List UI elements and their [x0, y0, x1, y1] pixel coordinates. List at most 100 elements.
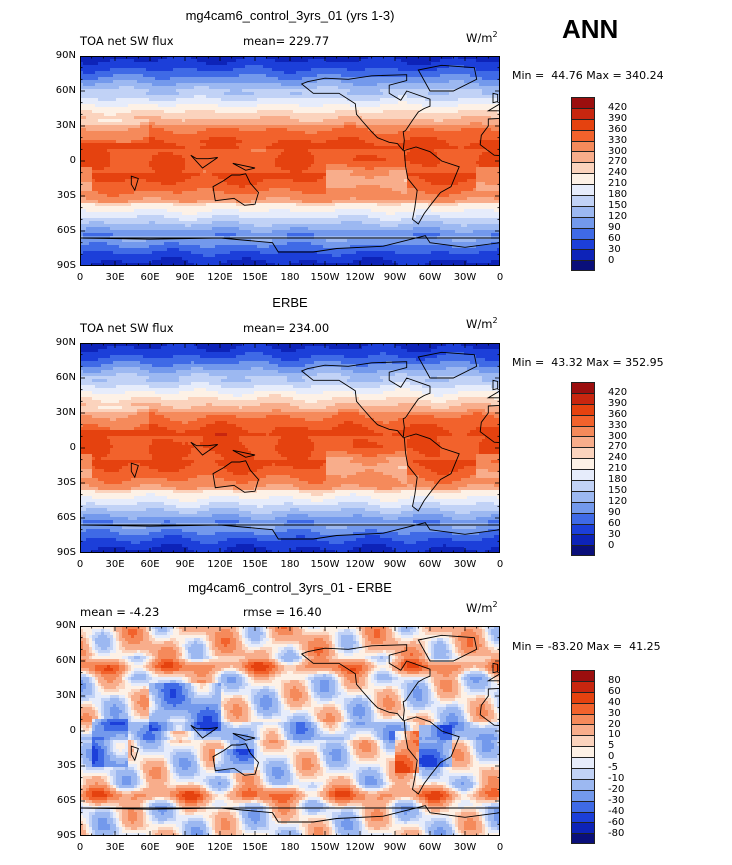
colorbar-label: 30 — [608, 244, 621, 255]
y-tick-label: 30N — [56, 691, 76, 701]
colorbar-swatch — [571, 414, 595, 426]
coastline — [212, 460, 260, 493]
coastline — [479, 117, 500, 157]
colorbar — [571, 97, 595, 272]
y-tick-label: 90N — [56, 338, 76, 348]
colorbar-label: -5 — [608, 763, 618, 773]
x-tick-label: 30E — [105, 560, 124, 570]
x-tick-label: 90E — [175, 843, 194, 853]
season-label: ANN — [562, 14, 618, 45]
y-tick-label: 90N — [56, 51, 76, 61]
colorbar-swatch — [571, 789, 595, 801]
y-tick-label: 60N — [56, 373, 76, 383]
colorbar-label: 390 — [608, 113, 627, 124]
colorbar-swatch — [571, 162, 595, 174]
colorbar-swatch — [571, 702, 595, 714]
x-tick-label: 30W — [454, 843, 477, 853]
colorbar-label: 390 — [608, 398, 627, 409]
x-tick-label: 150W — [311, 843, 340, 853]
colorbar-swatch — [571, 768, 595, 779]
x-tick-label: 60W — [419, 273, 442, 283]
x-tick-label: 0 — [497, 273, 503, 283]
colorbar-swatch — [571, 490, 595, 502]
coastline — [232, 732, 256, 741]
colorbar — [571, 670, 595, 845]
colorbar-swatch — [571, 216, 595, 228]
colorbar-label: -40 — [608, 806, 624, 817]
coastline — [212, 743, 260, 776]
colorbar-swatch — [571, 811, 595, 823]
mean-label: mean= 234.00 — [243, 321, 329, 335]
mean-label: mean= 229.77 — [243, 34, 329, 48]
colorbar-swatch — [571, 713, 595, 725]
x-tick-label: 150E — [242, 273, 267, 283]
colorbar-swatch — [571, 260, 595, 272]
coastlines — [80, 64, 500, 266]
colorbar-label: 270 — [608, 442, 627, 452]
colorbar-swatch — [571, 545, 595, 557]
colorbar-label: 0 — [608, 540, 614, 551]
coastline — [300, 74, 431, 152]
colorbar-swatch — [571, 469, 595, 481]
coastline — [479, 687, 500, 727]
x-tick-label: 150W — [311, 560, 340, 570]
y-tick-label: 0 — [70, 726, 76, 736]
colorbar-label: 240 — [608, 168, 627, 178]
y-tick-label: 60N — [56, 656, 76, 666]
x-tick-label: 120W — [346, 843, 375, 853]
coastline — [403, 716, 460, 795]
colorbar-label: 120 — [608, 496, 627, 507]
colorbar-label: 5 — [608, 741, 614, 751]
x-tick-label: 30W — [454, 273, 477, 283]
y-tick-label: 60S — [57, 796, 76, 806]
x-tick-label: 0 — [497, 560, 503, 570]
panel-title: ERBE — [80, 295, 500, 310]
y-tick-label: 60S — [57, 513, 76, 523]
colorbar-label: 40 — [608, 697, 621, 708]
coastline — [232, 162, 256, 171]
colorbar-swatch — [571, 97, 595, 108]
x-tick-label: 90W — [384, 273, 407, 283]
coastline — [232, 449, 256, 458]
colorbar-label: 60 — [608, 518, 621, 529]
coastline — [80, 805, 500, 836]
min-max-label: Min = -83.20 Max = 41.25 — [512, 640, 661, 653]
coastline — [190, 724, 218, 739]
x-tick-label: 150W — [311, 273, 340, 283]
x-tick-label: 30W — [454, 560, 477, 570]
colorbar-swatch — [571, 447, 595, 459]
colorbar-swatch — [571, 195, 595, 206]
x-tick-label: 90E — [175, 560, 194, 570]
x-tick-label: 90W — [384, 560, 407, 570]
coastline — [130, 462, 139, 479]
coastline — [417, 634, 478, 662]
x-tick-label: 120W — [346, 560, 375, 570]
coastline — [492, 379, 499, 391]
field-cells — [80, 626, 500, 836]
colorbar-swatch — [571, 392, 595, 404]
colorbar-label: 420 — [608, 102, 627, 113]
colorbar-swatch — [571, 118, 595, 130]
panel-title: mg4cam6_control_3yrs_01 (yrs 1-3) — [80, 8, 500, 23]
colorbar-label: 10 — [608, 730, 621, 740]
x-tick-label: 150E — [242, 843, 267, 853]
colorbar-swatch — [571, 151, 595, 163]
colorbar-swatch — [571, 523, 595, 535]
y-tick-label: 0 — [70, 443, 76, 453]
colorbar-swatch — [571, 680, 595, 692]
colorbar-label: 120 — [608, 211, 627, 222]
colorbar-swatch — [571, 501, 595, 513]
coastline — [417, 64, 478, 92]
x-tick-label: 180 — [280, 560, 299, 570]
colorbar-label: 270 — [608, 157, 627, 167]
coastline — [80, 235, 500, 266]
colorbar-label: -60 — [608, 817, 624, 828]
colorbar-label: 240 — [608, 453, 627, 463]
colorbar-swatch — [571, 512, 595, 524]
colorbar-label: 30 — [608, 708, 621, 719]
x-tick-label: 120E — [207, 560, 232, 570]
x-tick-label: 120E — [207, 843, 232, 853]
map-erbe — [80, 343, 500, 553]
min-max-label: Min = 44.76 Max = 340.24 — [512, 69, 664, 82]
x-tick-label: 0 — [77, 843, 83, 853]
